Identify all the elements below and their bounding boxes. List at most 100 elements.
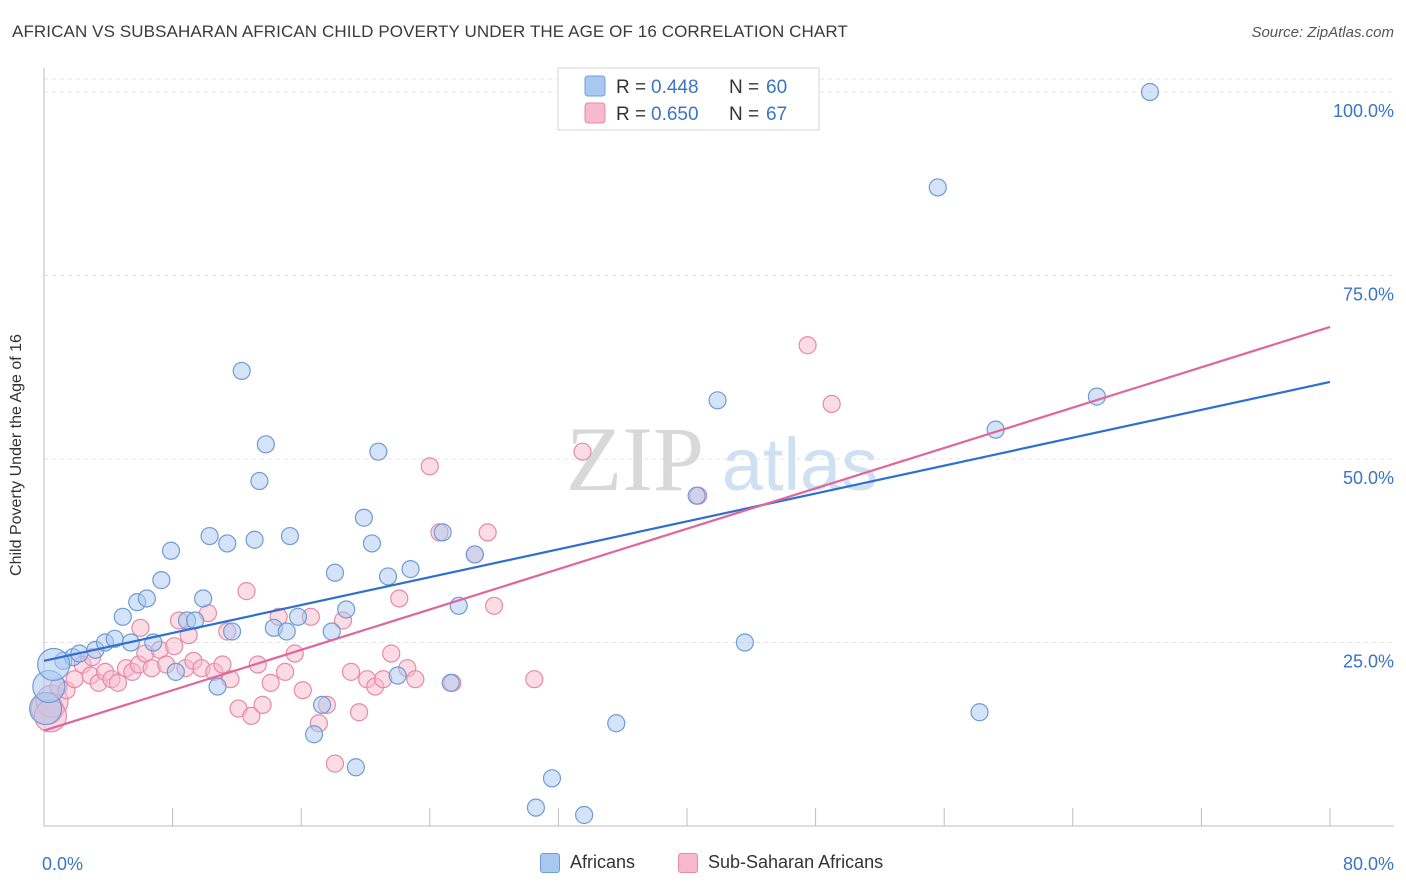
x-tick-label-max: 80.0% (1343, 854, 1394, 874)
sub-saharan-point (390, 589, 409, 608)
africans-point (245, 530, 264, 549)
africans-point (113, 607, 132, 626)
sub-saharan-point (276, 662, 295, 681)
sub-saharan-point (478, 523, 497, 542)
sub-saharan-point (485, 596, 504, 615)
sub-saharan-point (253, 695, 272, 714)
africans-point (256, 435, 275, 454)
africans-point (401, 560, 420, 579)
gridlines (44, 78, 1394, 644)
legend-swatch-africans (584, 75, 606, 97)
africans-point (708, 391, 727, 410)
legend-r-label-1: R = (616, 77, 646, 98)
africans-point (312, 695, 332, 714)
sub-saharan-point (525, 670, 544, 689)
africans-point (928, 178, 947, 197)
africans-point (222, 622, 242, 641)
chart-title: AFRICAN VS SUBSAHARAN AFRICAN CHILD POVE… (12, 22, 848, 41)
africans-point (304, 725, 324, 744)
sub-saharan-point (420, 457, 439, 476)
legend-r-label-2: R = (616, 104, 646, 125)
sub-saharan-point (325, 754, 345, 773)
africans-point (337, 600, 356, 619)
africans-point (161, 541, 181, 560)
series-legend-africans[interactable]: Africans (540, 852, 635, 873)
africans-trend-line (43, 380, 1331, 662)
africans-point (970, 703, 989, 722)
sub-saharan-point (822, 394, 841, 414)
africans-point (441, 673, 460, 692)
sub-saharan-point (165, 637, 184, 656)
africans-point (250, 471, 269, 491)
sub-saharan-point (573, 442, 592, 461)
legend-swatch-sub-saharan (584, 102, 606, 124)
sub-saharan-point (798, 336, 817, 355)
africans-point (378, 567, 398, 586)
africans-point (277, 622, 296, 641)
africans-point (465, 545, 484, 564)
sub-saharan-point (293, 681, 312, 700)
africans-points (29, 82, 1160, 825)
trend-lines (43, 325, 1331, 732)
africans-point (280, 526, 300, 546)
africans-point (288, 607, 308, 626)
sub-saharan-trend-line (43, 325, 1331, 732)
africans-point (354, 508, 373, 527)
sub-saharan-point (349, 703, 369, 722)
sub-saharan-point (382, 644, 401, 663)
watermark-zip: ZIP (566, 408, 704, 510)
y-tick-label: 25.0% (1343, 652, 1394, 672)
series-legend: Africans Sub-Saharan Africans (0, 852, 1406, 876)
sub-saharan-point (237, 582, 256, 601)
y-tick-label: 75.0% (1343, 285, 1394, 305)
series-label-sub-saharan: Sub-Saharan Africans (708, 852, 884, 872)
sub-saharan-point (131, 618, 150, 637)
legend-r-value-2: 0.650 (651, 104, 699, 125)
africans-point (607, 714, 626, 733)
africans-point (208, 677, 227, 696)
sub-saharan-point (108, 673, 128, 692)
africans-point (232, 361, 251, 381)
africans-point (325, 563, 345, 582)
series-swatch-africans (540, 852, 560, 873)
africans-point (218, 534, 237, 553)
stats-legend: R = 0.448 N = 60 R = 0.650 N = 67 (557, 67, 820, 131)
y-tick-label: 100.0% (1333, 101, 1394, 121)
sub-saharan-point (261, 673, 280, 692)
africans-point (200, 526, 219, 546)
sub-saharan-point (213, 655, 232, 674)
africans-point (346, 758, 365, 777)
sub-saharan-point (406, 670, 425, 689)
legend-r-value-1: 0.448 (651, 77, 699, 98)
legend-n-label-1: N = (729, 77, 759, 98)
africans-point (575, 805, 594, 825)
sub-saharan-point (242, 706, 261, 726)
africans-point (369, 442, 388, 461)
africans-point (433, 523, 452, 542)
watermark: ZIP atlas (566, 408, 878, 510)
africans-point (194, 589, 213, 608)
africans-point (166, 662, 185, 681)
source-credit: Source: ZipAtlas.com (1251, 24, 1394, 41)
series-label-africans: Africans (570, 852, 636, 872)
legend-n-label-2: N = (729, 104, 759, 125)
africans-point (152, 571, 171, 590)
africans-point (362, 534, 382, 553)
legend-n-value-2: 67 (766, 104, 787, 125)
africans-point (735, 633, 754, 652)
africans-point (1140, 82, 1160, 102)
africans-point (388, 666, 407, 685)
sub-saharan-point (341, 662, 361, 681)
africans-point (37, 647, 71, 682)
legend-n-value-1: 60 (766, 77, 787, 98)
africans-point (687, 486, 706, 505)
africans-point (526, 798, 545, 817)
tick-labels: 25.0% 50.0% 75.0% 100.0% 0.0% 80.0% (42, 101, 1394, 874)
africans-point (137, 589, 156, 608)
series-legend-sub-saharan[interactable]: Sub-Saharan Africans (678, 852, 883, 873)
africans-point (542, 769, 562, 788)
x-tick-label-min: 0.0% (42, 854, 83, 874)
series-swatch-sub-saharan (678, 852, 698, 873)
y-tick-label: 50.0% (1343, 468, 1394, 488)
